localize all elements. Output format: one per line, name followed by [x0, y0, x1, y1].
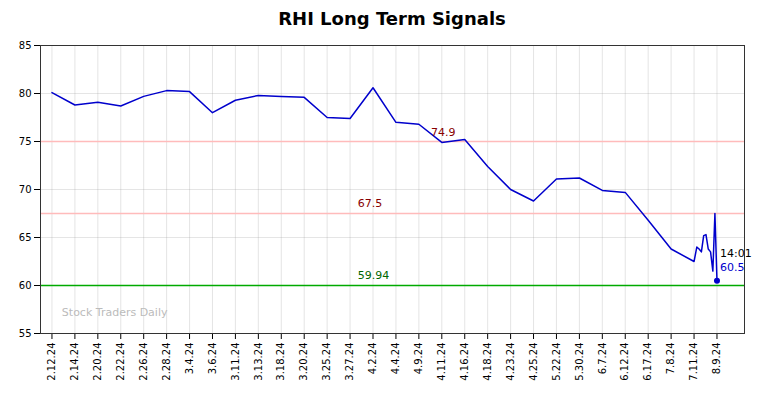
svg-text:3.6.24: 3.6.24	[207, 343, 218, 375]
svg-text:4.18.24: 4.18.24	[482, 343, 493, 381]
svg-text:4.11.24: 4.11.24	[436, 343, 447, 381]
svg-text:85: 85	[19, 40, 32, 51]
html-text:RHI Long Term Signals: RHI Long Term Signals	[278, 8, 506, 29]
svg-text:7.11.24: 7.11.24	[688, 343, 699, 381]
svg-text:80: 80	[19, 88, 32, 99]
svg-text:2.14.24: 2.14.24	[69, 343, 80, 381]
svg-text:2.20.24: 2.20.24	[92, 343, 103, 381]
svg-text:4.16.24: 4.16.24	[459, 343, 470, 381]
svg-text:75: 75	[19, 136, 32, 147]
svg-text:4.23.24: 4.23.24	[505, 343, 516, 381]
svg-text:14:01: 14:01	[720, 247, 752, 260]
svg-text:4.25.24: 4.25.24	[528, 343, 539, 381]
svg-text:6.7.24: 6.7.24	[597, 343, 608, 375]
svg-text:7.8.24: 7.8.24	[665, 343, 676, 375]
svg-text:2.22.24: 2.22.24	[115, 343, 126, 381]
svg-text:60: 60	[19, 280, 32, 291]
svg-text:2.28.24: 2.28.24	[161, 343, 172, 381]
svg-text:60.5: 60.5	[720, 261, 745, 274]
svg-text:4.9.24: 4.9.24	[413, 343, 424, 375]
svg-text:70: 70	[19, 184, 32, 195]
svg-text:4.4.24: 4.4.24	[390, 343, 401, 375]
svg-text:5.30.24: 5.30.24	[574, 343, 585, 381]
svg-text:2.12.24: 2.12.24	[46, 343, 57, 381]
svg-text:3.27.24: 3.27.24	[344, 343, 355, 381]
svg-text:8.9.24: 8.9.24	[711, 343, 722, 375]
svg-text:3.20.24: 3.20.24	[298, 343, 309, 381]
svg-text:3.25.24: 3.25.24	[321, 343, 332, 381]
svg-text:67.5: 67.5	[358, 197, 383, 210]
svg-text:3.18.24: 3.18.24	[275, 343, 286, 381]
svg-text:Stock Traders Daily: Stock Traders Daily	[62, 306, 168, 319]
svg-text:74.9: 74.9	[431, 126, 456, 139]
svg-text:3.13.24: 3.13.24	[253, 343, 264, 381]
svg-text:6.12.24: 6.12.24	[619, 343, 630, 381]
svg-text:65: 65	[19, 232, 32, 243]
svg-text:5.22.24: 5.22.24	[551, 343, 562, 381]
svg-text:55: 55	[19, 328, 32, 339]
svg-text:4.2.24: 4.2.24	[367, 343, 378, 375]
svg-text:3.4.24: 3.4.24	[184, 343, 195, 375]
svg-text:59.94: 59.94	[358, 269, 390, 282]
svg-text:6.17.24: 6.17.24	[642, 343, 653, 381]
svg-text:2.26.24: 2.26.24	[138, 343, 149, 381]
svg-text:3.11.24: 3.11.24	[230, 343, 241, 381]
